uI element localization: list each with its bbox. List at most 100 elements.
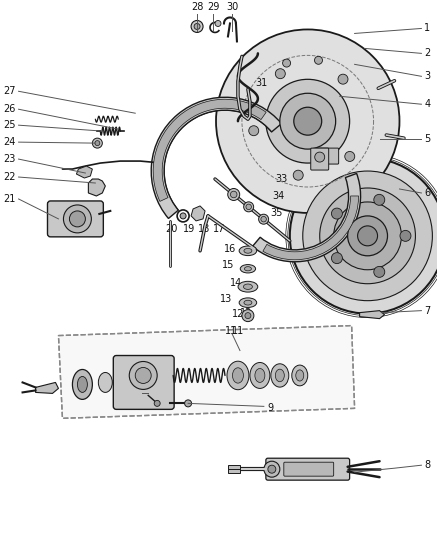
Text: 9: 9 xyxy=(268,403,274,414)
Circle shape xyxy=(95,141,100,146)
Circle shape xyxy=(345,151,355,161)
Ellipse shape xyxy=(296,370,304,381)
Circle shape xyxy=(332,208,343,219)
Circle shape xyxy=(348,216,388,256)
Text: 11: 11 xyxy=(225,326,237,336)
Circle shape xyxy=(314,56,322,64)
Text: 6: 6 xyxy=(424,188,431,198)
Polygon shape xyxy=(228,469,240,473)
FancyBboxPatch shape xyxy=(47,201,103,237)
Text: 21: 21 xyxy=(3,194,16,204)
Circle shape xyxy=(338,74,348,84)
Circle shape xyxy=(246,204,251,209)
Ellipse shape xyxy=(244,284,252,289)
Ellipse shape xyxy=(292,365,308,386)
Polygon shape xyxy=(76,166,92,178)
Circle shape xyxy=(249,126,259,136)
Text: 17: 17 xyxy=(213,224,226,234)
Circle shape xyxy=(216,29,399,213)
Circle shape xyxy=(374,195,385,205)
FancyBboxPatch shape xyxy=(266,458,350,480)
Text: 15: 15 xyxy=(222,260,234,270)
Text: 10: 10 xyxy=(150,389,162,398)
Ellipse shape xyxy=(239,246,257,256)
Polygon shape xyxy=(360,311,385,319)
Polygon shape xyxy=(35,383,58,393)
Text: 34: 34 xyxy=(272,191,284,201)
Text: 3: 3 xyxy=(424,71,431,82)
Text: 12: 12 xyxy=(232,309,244,319)
Text: 26: 26 xyxy=(3,104,16,114)
Ellipse shape xyxy=(239,298,257,308)
Text: 31: 31 xyxy=(255,78,267,88)
Ellipse shape xyxy=(255,368,265,383)
Text: 19: 19 xyxy=(183,224,195,234)
Text: 16: 16 xyxy=(224,244,236,254)
Polygon shape xyxy=(88,179,105,196)
Circle shape xyxy=(320,188,415,284)
Circle shape xyxy=(92,138,102,148)
Ellipse shape xyxy=(233,368,244,383)
FancyBboxPatch shape xyxy=(113,356,174,409)
Circle shape xyxy=(135,367,151,383)
Wedge shape xyxy=(153,99,266,201)
Text: 8: 8 xyxy=(424,460,431,470)
Text: 28: 28 xyxy=(191,3,203,12)
Circle shape xyxy=(266,79,350,163)
Circle shape xyxy=(230,191,237,198)
Circle shape xyxy=(332,253,343,264)
Ellipse shape xyxy=(99,373,112,392)
Circle shape xyxy=(280,93,336,149)
Circle shape xyxy=(129,361,157,390)
Circle shape xyxy=(303,171,432,301)
Circle shape xyxy=(215,20,221,27)
Text: 1: 1 xyxy=(424,23,431,34)
Circle shape xyxy=(184,400,191,407)
Circle shape xyxy=(242,310,254,321)
Circle shape xyxy=(315,152,325,162)
Text: 18: 18 xyxy=(198,224,210,234)
Text: 12: 12 xyxy=(240,308,252,318)
Text: 33: 33 xyxy=(275,174,287,184)
Circle shape xyxy=(334,202,402,270)
Circle shape xyxy=(258,214,268,224)
Ellipse shape xyxy=(244,266,251,271)
Polygon shape xyxy=(58,326,355,418)
Text: 20: 20 xyxy=(165,224,177,234)
Text: 11: 11 xyxy=(232,326,244,336)
Wedge shape xyxy=(252,173,360,262)
Circle shape xyxy=(268,465,276,473)
Circle shape xyxy=(64,205,92,233)
Text: 2: 2 xyxy=(424,49,431,59)
Circle shape xyxy=(261,216,266,222)
Ellipse shape xyxy=(244,300,252,305)
Text: 22: 22 xyxy=(3,172,16,182)
Text: 32: 32 xyxy=(318,146,330,156)
Ellipse shape xyxy=(238,281,258,292)
FancyBboxPatch shape xyxy=(315,148,339,164)
Text: 29: 29 xyxy=(207,3,219,12)
Circle shape xyxy=(264,461,280,477)
Circle shape xyxy=(180,213,186,219)
Ellipse shape xyxy=(271,364,289,387)
Wedge shape xyxy=(151,97,282,219)
FancyBboxPatch shape xyxy=(311,148,328,170)
Circle shape xyxy=(293,170,303,180)
Circle shape xyxy=(400,230,411,241)
Ellipse shape xyxy=(78,376,87,392)
Ellipse shape xyxy=(276,369,284,382)
Text: 7: 7 xyxy=(424,305,431,316)
Ellipse shape xyxy=(240,264,256,273)
Wedge shape xyxy=(263,196,359,260)
Polygon shape xyxy=(228,465,240,469)
Text: 27: 27 xyxy=(3,86,16,96)
Ellipse shape xyxy=(72,369,92,399)
Circle shape xyxy=(283,59,290,67)
Text: 24: 24 xyxy=(3,137,16,147)
Circle shape xyxy=(290,158,438,313)
Text: 23: 23 xyxy=(3,154,16,164)
FancyBboxPatch shape xyxy=(284,462,334,476)
Text: 25: 25 xyxy=(3,120,16,130)
Circle shape xyxy=(194,23,200,29)
Text: 5: 5 xyxy=(424,134,431,144)
